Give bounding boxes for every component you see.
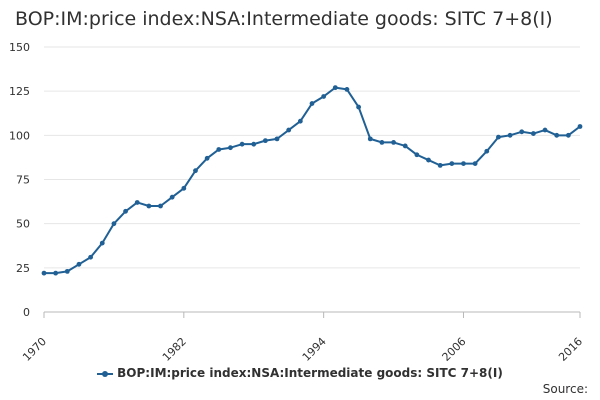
legend: BOP:IM:price index:NSA:Intermediate good…: [0, 366, 600, 380]
data-point-1987: [239, 141, 245, 147]
y-tick-label: 25: [16, 262, 30, 275]
y-tick-label: 0: [23, 306, 30, 319]
data-point-1973: [76, 261, 82, 267]
data-point-2011: [519, 129, 525, 135]
y-tick-label: 100: [9, 129, 30, 142]
y-tick-label: 75: [16, 174, 30, 187]
x-tick-label: 1994: [300, 335, 329, 364]
y-tick-label: 50: [16, 218, 30, 231]
data-point-2016: [577, 124, 583, 129]
data-point-2009: [496, 134, 501, 140]
data-point-2007: [472, 161, 478, 167]
data-point-1999: [379, 140, 385, 145]
x-tick-label: 1982: [160, 335, 189, 364]
series-layer: [41, 85, 583, 276]
x-tick-label: 1970: [20, 335, 49, 364]
data-point-1981: [169, 194, 175, 200]
data-point-1998: [367, 136, 373, 142]
data-point-1995: [332, 85, 338, 91]
data-point-2008: [484, 148, 490, 154]
x-axis: 1970 1982 1994 2006 2016: [20, 312, 585, 364]
data-point-2012: [530, 131, 536, 136]
data-point-2003: [426, 157, 431, 163]
y-axis-ticks: 0 25 50 75 100 125 150: [9, 41, 30, 319]
data-point-2006: [461, 161, 466, 167]
data-point-1978: [134, 200, 140, 205]
series-line-0: [44, 86, 581, 275]
data-point-1982: [181, 185, 187, 191]
data-point-1991: [286, 127, 292, 133]
data-point-2013: [542, 127, 548, 133]
data-point-2004: [437, 162, 443, 168]
data-point-2000: [391, 140, 396, 145]
data-point-1994: [321, 94, 327, 99]
chart-title: BOP:IM:price index:NSA:Intermediate good…: [15, 8, 553, 30]
data-point-1988: [251, 141, 257, 147]
data-point-1997: [356, 104, 362, 110]
data-point-1989: [262, 138, 268, 144]
data-point-1985: [216, 147, 222, 152]
x-tick-label: 2016: [556, 335, 585, 364]
data-point-2014: [554, 132, 560, 138]
data-point-1977: [123, 208, 128, 214]
data-point-1993: [309, 101, 315, 106]
data-point-1970: [41, 270, 47, 276]
data-point-1976: [111, 221, 117, 227]
data-point-2005: [449, 161, 455, 167]
data-point-1983: [193, 168, 198, 174]
data-point-1996: [344, 87, 350, 92]
y-tick-label: 150: [9, 41, 30, 54]
grid-lines: [44, 46, 580, 313]
data-point-1990: [274, 136, 280, 142]
data-point-2001: [402, 143, 408, 149]
data-point-2002: [414, 152, 420, 158]
data-point-1972: [64, 268, 70, 274]
data-point-2010: [507, 132, 513, 138]
legend-swatch-icon: [97, 369, 114, 379]
x-tick-label: 2006: [440, 335, 469, 364]
legend-label: BOP:IM:price index:NSA:Intermediate good…: [117, 366, 503, 380]
data-point-1980: [158, 203, 163, 209]
data-point-1979: [146, 203, 152, 209]
data-point-2015: [565, 132, 571, 138]
data-point-1975: [99, 240, 105, 246]
data-point-1971: [53, 270, 59, 276]
data-point-1974: [88, 254, 94, 260]
y-tick-label: 125: [9, 85, 30, 98]
data-point-1984: [204, 155, 210, 161]
data-point-1986: [228, 145, 233, 151]
source-label: Source:: [542, 382, 588, 396]
data-point-1992: [297, 118, 303, 124]
